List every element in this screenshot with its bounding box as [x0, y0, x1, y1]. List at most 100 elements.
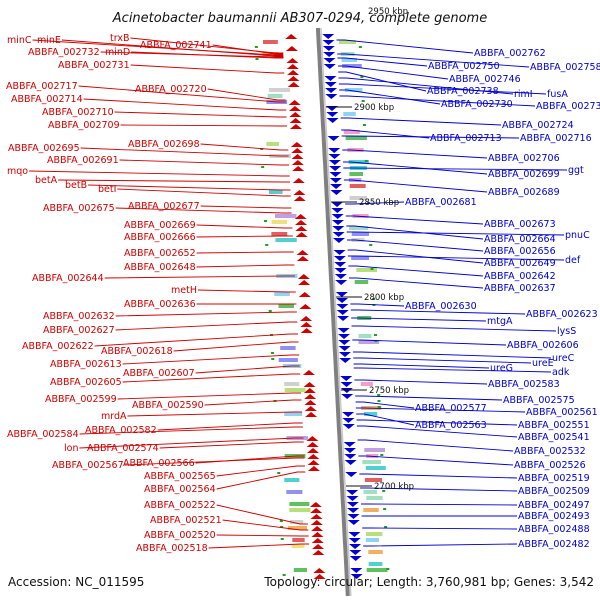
feature-block-right	[363, 490, 377, 494]
right-label-connector	[342, 149, 488, 159]
feature-block-left	[275, 214, 297, 218]
left-gene-label: ABBFA_002731	[58, 60, 130, 71]
feature-block-right	[344, 88, 363, 92]
right-label-connector	[339, 95, 536, 107]
reverse-gene-arrow	[338, 346, 351, 351]
forward-gene-arrow	[305, 412, 318, 417]
right-gene-label: ABBFA_002526	[514, 460, 586, 471]
right-gene-label: ABBFA_002716	[520, 133, 592, 144]
feature-block-left	[284, 388, 306, 392]
marker-dot	[270, 352, 274, 354]
reverse-gene-arrow	[334, 268, 347, 273]
feature-block-right	[349, 172, 363, 176]
forward-gene-arrow	[307, 460, 320, 465]
backbone-line	[315, 27, 350, 597]
forward-gene-arrow	[297, 274, 310, 279]
feature-block-left	[293, 568, 307, 572]
right-gene-label: ABBFA_002673	[484, 219, 556, 230]
left-gene-label: ABBFA_002636	[124, 299, 196, 310]
feature-block-right	[345, 136, 367, 140]
marker-dot	[382, 490, 386, 492]
forward-gene-arrow	[286, 58, 299, 63]
reverse-gene-arrow	[332, 226, 345, 231]
right-label-connector	[343, 167, 568, 171]
reverse-gene-arrow	[338, 340, 351, 345]
forward-gene-arrow	[292, 166, 305, 171]
left-label-connector	[212, 44, 284, 55]
right-gene-label: ABBFA_002724	[502, 120, 574, 131]
right-label-connector	[339, 89, 441, 105]
reverse-gene-arrow	[343, 442, 356, 447]
forward-gene-arrow	[307, 454, 320, 459]
feature-block-left	[278, 358, 298, 362]
right-gene-label: ABBFA_002630	[405, 301, 477, 312]
right-label-connector	[345, 201, 405, 205]
reverse-gene-arrow	[340, 382, 353, 387]
right-label-connector	[337, 53, 530, 68]
left-gene-label: ABBFA_002566	[123, 458, 195, 469]
reverse-gene-arrow	[344, 460, 357, 465]
right-gene-label: ABBFA_002750	[428, 61, 500, 72]
reverse-gene-arrow	[337, 328, 350, 333]
left-gene-label: ABBFA_002618	[101, 346, 173, 357]
left-label-connector	[130, 64, 285, 74]
reverse-gene-arrow	[336, 298, 349, 303]
right-gene-label: fusA	[547, 89, 568, 100]
right-gene-label: rimI	[514, 89, 533, 100]
feature-block-right	[363, 508, 379, 512]
kbp-label: 2900 kbp	[354, 103, 394, 113]
marker-dot	[364, 160, 368, 162]
right-label-connector	[341, 129, 430, 139]
right-gene-label: adk	[552, 367, 570, 378]
marker-dot	[280, 538, 284, 540]
forward-gene-arrow	[311, 526, 324, 531]
forward-gene-arrow	[310, 508, 323, 513]
reverse-gene-arrow	[334, 262, 347, 267]
reverse-gene-arrow	[323, 64, 336, 69]
marker-dot	[360, 76, 364, 78]
right-label-connector	[356, 425, 518, 438]
forward-gene-arrow	[300, 316, 313, 321]
left-label-connector	[196, 235, 293, 238]
left-gene-label: ABBFA_002590	[132, 400, 204, 411]
right-gene-label: ABBFA_002737	[536, 101, 600, 112]
forward-gene-arrow	[295, 232, 308, 237]
feature-block-left	[284, 382, 300, 386]
left-label-connector	[115, 207, 292, 214]
reverse-gene-arrow	[338, 334, 350, 339]
left-label-connector	[196, 224, 293, 229]
left-label-connector	[58, 179, 290, 183]
feature-block-right	[338, 40, 356, 44]
left-gene-label: trxB	[110, 33, 130, 44]
marker-dot	[361, 100, 365, 102]
forward-gene-arrow	[311, 538, 324, 543]
right-label-connector	[336, 39, 474, 54]
left-label-connector	[78, 85, 286, 103]
reverse-gene-arrow	[331, 208, 344, 213]
right-gene-label: ABBFA_002577	[415, 403, 487, 414]
feature-block-right	[365, 532, 383, 536]
feature-block-right	[365, 538, 380, 542]
right-label-connector	[347, 255, 565, 261]
reverse-gene-arrow	[347, 520, 360, 525]
right-gene-label: ABBFA_002606	[507, 340, 579, 351]
forward-gene-arrow	[285, 46, 298, 51]
reverse-gene-arrow	[338, 352, 351, 357]
forward-gene-arrow	[313, 574, 326, 579]
feature-block-right	[358, 340, 380, 344]
forward-gene-arrow	[304, 394, 317, 399]
reverse-gene-arrow	[345, 472, 358, 477]
left-gene-label: ABBFA_002607	[123, 368, 195, 379]
left-label-connector	[122, 373, 301, 383]
left-gene-label: ABBFA_002627	[43, 325, 115, 336]
right-label-connector	[348, 265, 484, 277]
reverse-gene-arrow	[349, 556, 362, 561]
right-label-connector	[363, 543, 518, 547]
left-gene-label: mrdA	[101, 411, 127, 422]
marker-dot	[370, 268, 374, 270]
left-label-connector	[61, 39, 284, 57]
feature-block-right	[349, 196, 368, 200]
left-label-connector	[122, 354, 300, 365]
reverse-gene-arrow	[328, 154, 341, 159]
